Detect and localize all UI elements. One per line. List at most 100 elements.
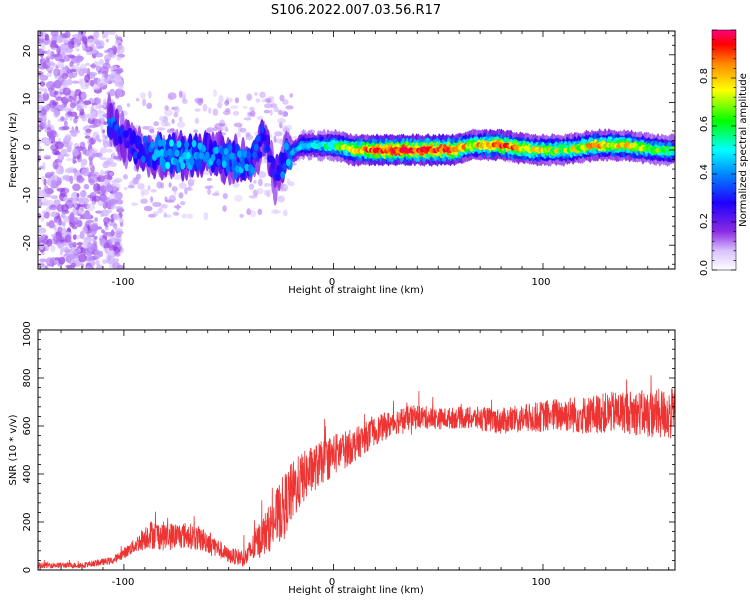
heatmap-cell (208, 107, 212, 114)
heatmap-cell (181, 98, 188, 105)
heatmap-cell (40, 214, 45, 222)
heatmap-cell (67, 168, 77, 174)
heatmap-cell (163, 212, 167, 218)
heatmap-cell (123, 186, 128, 191)
heatmap-cell (203, 169, 210, 176)
heatmap-cell (38, 198, 42, 202)
heatmap-cell (153, 121, 159, 127)
heatmap-cell (95, 61, 103, 66)
heatmap-cell (184, 187, 188, 195)
heatmap-cell (149, 128, 155, 134)
heatmap-cell (54, 151, 61, 156)
heatmap-cell (178, 156, 184, 164)
heatmap-cell (100, 185, 107, 194)
heatmap-cell (282, 209, 288, 217)
heatmap-cell (87, 38, 95, 47)
heatmap-cell (208, 185, 214, 189)
heatmap-cell (277, 195, 285, 203)
heatmap-cell (167, 148, 173, 156)
spectrogram-y-tick-label: -10 (22, 187, 33, 203)
heatmap-cell (140, 155, 146, 163)
heatmap-cell (105, 224, 109, 228)
heatmap-cell (58, 256, 66, 265)
heatmap-cell (38, 94, 43, 104)
heatmap-cell (264, 97, 272, 103)
heatmap-cell (257, 171, 267, 179)
heatmap-cell (44, 265, 49, 269)
heatmap-cell (123, 130, 129, 138)
heatmap-cell (206, 127, 215, 133)
heatmap-cell (72, 147, 79, 157)
heatmap-cell (44, 156, 51, 160)
heatmap-cell (77, 197, 84, 203)
heatmap-cell (256, 188, 264, 195)
heatmap-cell (38, 262, 45, 267)
snr-x-axis-label: Height of straight line (km) (288, 585, 424, 596)
heatmap-cell (87, 242, 93, 250)
heatmap-cell (111, 99, 115, 104)
heatmap-cell (91, 114, 98, 118)
heatmap-cell (73, 37, 82, 44)
heatmap-cell (94, 249, 101, 258)
heatmap-cell (291, 162, 297, 166)
heatmap-cell (193, 129, 199, 133)
heatmap-cell (38, 155, 42, 160)
heatmap-cell (166, 128, 176, 134)
heatmap-cell (102, 33, 106, 39)
heatmap-cell (56, 104, 62, 110)
heatmap-cell (50, 204, 56, 209)
heatmap-cell (131, 130, 137, 144)
heatmap-cell (38, 38, 44, 44)
heatmap-cell (56, 34, 63, 44)
heatmap-cell (107, 31, 117, 36)
heatmap-cell (136, 97, 140, 102)
heatmap-cell (60, 148, 68, 157)
heatmap-cell (282, 162, 287, 171)
heatmap-cell (115, 206, 124, 210)
heatmap-cell (60, 247, 69, 253)
heatmap-cell (72, 80, 80, 84)
heatmap-cell (99, 234, 103, 239)
colorbar-tick-label: 0.4 (699, 164, 710, 180)
heatmap-cell (81, 116, 87, 122)
heatmap-cell (76, 105, 82, 112)
heatmap-cell (45, 257, 54, 266)
heatmap-cell (44, 34, 50, 41)
heatmap-cell (47, 119, 51, 128)
heatmap-cell (52, 235, 62, 242)
heatmap-cell (46, 221, 50, 227)
heatmap-cell (249, 209, 257, 218)
heatmap-cell (109, 88, 116, 97)
heatmap-cell (61, 125, 70, 131)
heatmap-cell (46, 61, 55, 67)
spectrogram-y-tick-label: 20 (22, 45, 33, 58)
heatmap-cell (235, 165, 240, 173)
heatmap-cell (108, 222, 117, 227)
heatmap-cell (89, 159, 93, 166)
heatmap-cell (273, 106, 279, 113)
heatmap-cell (68, 242, 73, 249)
heatmap-cell (112, 185, 117, 192)
heatmap-cell (56, 61, 65, 68)
heatmap-cell (234, 97, 239, 104)
heatmap-cell (38, 137, 41, 145)
heatmap-cell (48, 129, 57, 139)
heatmap-cell (102, 98, 108, 107)
heatmap-cell (74, 115, 79, 120)
heatmap-cell (42, 161, 46, 171)
heatmap-cell (76, 175, 85, 184)
heatmap-cell (264, 189, 269, 196)
heatmap-cell (202, 103, 208, 112)
heatmap-cell (59, 43, 69, 51)
heatmap-cell (96, 83, 105, 88)
heatmap-cell (143, 205, 153, 212)
heatmap-cell (217, 102, 223, 109)
heatmap-cell (68, 141, 73, 147)
heatmap-cell (245, 134, 254, 141)
heatmap-cell (157, 208, 164, 214)
heatmap-cell (63, 54, 71, 62)
heatmap-cell (91, 102, 96, 106)
heatmap-cell (245, 93, 253, 101)
heatmap-cell (53, 199, 61, 206)
